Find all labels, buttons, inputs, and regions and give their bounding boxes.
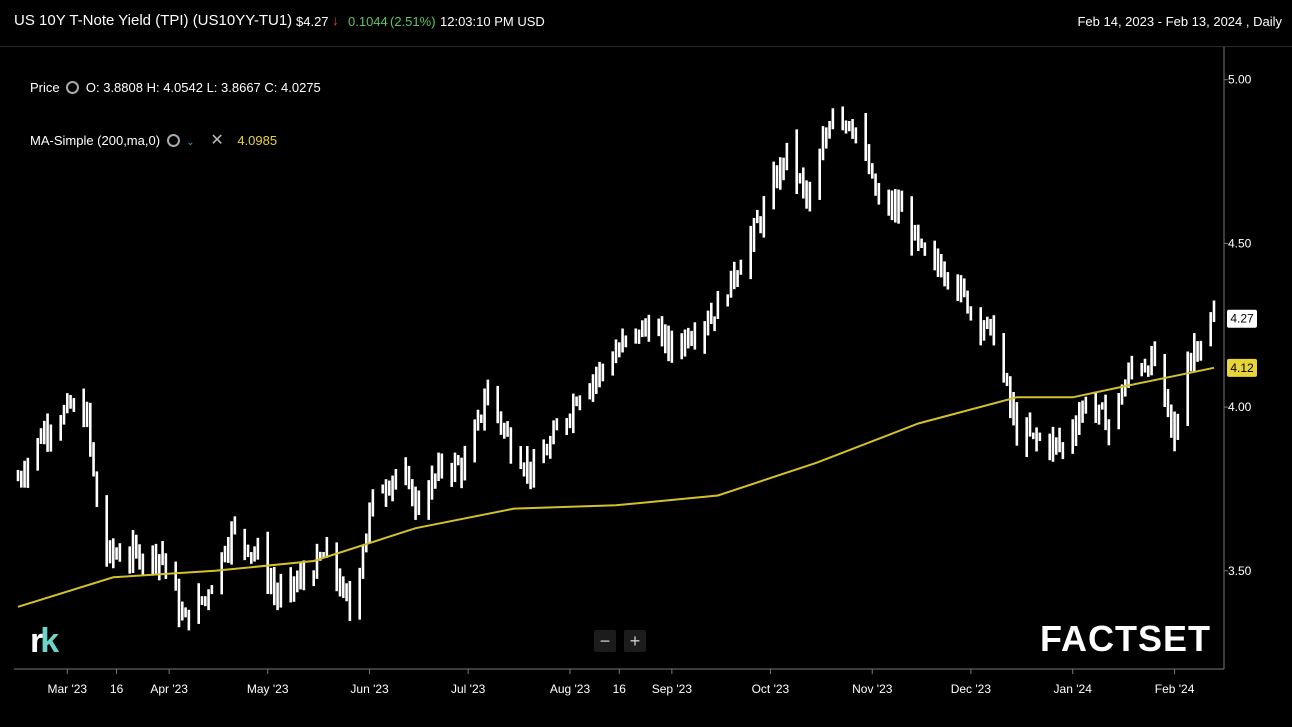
x-tick-label: Jul '23 xyxy=(451,682,486,696)
ma-legend-value: 4.0985 xyxy=(237,133,278,148)
last-price-label: 4.27 xyxy=(1230,312,1254,326)
x-tick-label: Jan '24 xyxy=(1054,682,1093,696)
price-legend: Price O: 3.8808 H: 4.0542 L: 3.8667 C: 4… xyxy=(30,80,321,95)
x-tick-label: 16 xyxy=(613,682,627,696)
x-tick-label: May '23 xyxy=(247,682,289,696)
x-tick-label: Oct '23 xyxy=(752,682,790,696)
rk-logo: rk xyxy=(30,622,59,660)
ohlc-bars xyxy=(16,106,1216,631)
y-tick-label: 5.00 xyxy=(1228,73,1252,87)
x-tick-label: Dec '23 xyxy=(951,682,992,696)
price-change: 0.1044 xyxy=(348,14,388,29)
y-axis-ticks: 3.50 4.00 4.50 5.00 xyxy=(1224,73,1252,578)
ohlc-values: O: 3.8808 H: 4.0542 L: 3.8667 C: 4.0275 xyxy=(85,80,321,95)
date-range[interactable]: Feb 14, 2023 - Feb 13, 2024 , Daily xyxy=(1077,14,1282,29)
ma-legend-label: MA-Simple (200,ma,0) xyxy=(30,133,161,148)
x-tick-label: Apr '23 xyxy=(150,682,188,696)
x-tick-label: Mar '23 xyxy=(47,682,87,696)
quote-time: 12:03:10 PM USD xyxy=(440,14,545,29)
y-tick-label: 4.00 xyxy=(1228,400,1252,414)
chevron-down-icon[interactable]: ⌄ xyxy=(186,137,195,148)
ma-last-label: 4.12 xyxy=(1230,361,1254,375)
x-tick-label: Aug '23 xyxy=(550,682,591,696)
x-tick-label: 16 xyxy=(110,682,124,696)
ma-line xyxy=(17,366,1215,608)
x-tick-label: Nov '23 xyxy=(852,682,893,696)
zoom-out-button[interactable]: − xyxy=(594,630,616,652)
gear-icon[interactable] xyxy=(166,134,180,147)
instrument-title: US 10Y T-Note Yield (TPI) (US10YY-TU1) xyxy=(14,12,293,29)
chart-header: US 10Y T-Note Yield (TPI) (US10YY-TU1) $… xyxy=(0,0,1292,47)
gear-icon[interactable] xyxy=(66,81,80,94)
y-tick-label: 3.50 xyxy=(1228,564,1252,578)
last-price: $4.27 xyxy=(296,14,329,29)
down-arrow-icon: ↓ xyxy=(332,12,339,28)
factset-logo: FACTSET xyxy=(1040,618,1212,659)
y-tick-label: 4.50 xyxy=(1228,236,1252,250)
x-tick-label: Jun '23 xyxy=(350,682,389,696)
price-legend-label: Price xyxy=(30,80,60,95)
close-icon[interactable]: ✕ xyxy=(210,132,224,149)
x-tick-label: Sep '23 xyxy=(652,682,693,696)
last-price-tag: 4.27 xyxy=(1227,309,1257,328)
ma-last-tag: 4.12 xyxy=(1227,358,1257,377)
ma-legend: MA-Simple (200,ma,0) ⌄ ✕ 4.0985 xyxy=(30,130,277,150)
x-tick-label: Feb '24 xyxy=(1155,682,1195,696)
price-change-percent: (2.51%) xyxy=(390,14,436,29)
zoom-in-button[interactable]: + xyxy=(624,630,646,652)
x-axis-ticks: Mar '23 16 Apr '23 May '23 Jun '23 Jul '23 Aug… xyxy=(47,669,1195,696)
